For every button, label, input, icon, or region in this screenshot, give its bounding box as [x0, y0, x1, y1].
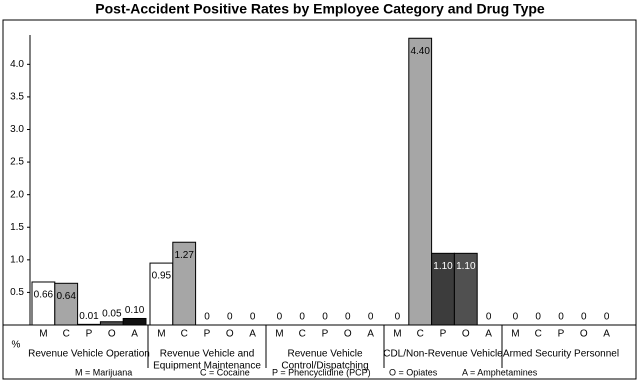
bar — [77, 323, 101, 326]
x-tick-label: C — [299, 329, 306, 340]
x-tick-label: P — [322, 329, 329, 340]
x-tick-label: C — [181, 329, 188, 340]
bar — [408, 37, 433, 326]
value-label: 0 — [204, 312, 210, 323]
x-tick-label: A — [367, 329, 374, 340]
category-label: Revenue Vehicle Operation — [28, 349, 150, 360]
value-label: 1.10 — [433, 261, 453, 272]
x-tick-label: C — [63, 329, 70, 340]
value-label: 0 — [558, 312, 564, 323]
value-label: 0 — [368, 312, 374, 323]
y-tick-label: 1.5 — [10, 222, 24, 233]
x-tick-label: M — [393, 329, 401, 340]
value-label: 1.10 — [456, 261, 476, 272]
x-tick-label: M — [39, 329, 47, 340]
category-label: Revenue Vehicle — [287, 349, 362, 360]
value-label: 0 — [299, 312, 305, 323]
value-label: 0 — [581, 312, 587, 323]
legend-entry: C = Cocaine — [200, 367, 250, 377]
value-label: 0 — [250, 312, 256, 323]
category-label: Control/Dispatching — [281, 361, 368, 372]
value-label: 0.01 — [79, 311, 99, 322]
value-label: 0.05 — [102, 308, 122, 319]
category-label: Armed Security Personnel — [503, 349, 619, 360]
x-tick-label: A — [603, 329, 610, 340]
value-label: 0.66 — [34, 290, 54, 301]
y-tick-label: 0.5 — [10, 287, 24, 298]
x-tick-label: M — [157, 329, 165, 340]
value-label: 0 — [395, 312, 401, 323]
x-tick-label: M — [511, 329, 519, 340]
y-tick-label: 2.0 — [10, 189, 24, 200]
bar — [453, 252, 478, 326]
y-tick-label: 2.5 — [10, 157, 24, 168]
x-tick-label: C — [417, 329, 424, 340]
y-axis-label: % — [12, 340, 21, 351]
value-label: 0 — [535, 312, 541, 323]
y-tick-label: 1.0 — [10, 254, 24, 265]
value-label: 0 — [227, 312, 233, 323]
legend-entry: A = Amphetamines — [462, 367, 538, 377]
bar — [31, 281, 56, 326]
value-label: 1.27 — [174, 250, 194, 261]
category-label: CDL/Non-Revenue Vehicle — [383, 349, 503, 360]
value-label: 0.64 — [56, 291, 76, 302]
bar — [122, 317, 147, 326]
value-label: 0 — [513, 312, 519, 323]
bar — [172, 241, 197, 326]
bar — [99, 321, 124, 326]
legend-entry: P = Phencyclidine (PCP) — [272, 367, 371, 377]
value-label: 0.10 — [125, 305, 145, 316]
legend-entry: M = Marijuana — [75, 367, 132, 377]
x-tick-label: M — [275, 329, 283, 340]
x-tick-label: O — [108, 329, 116, 340]
value-label: 0 — [277, 312, 283, 323]
category-label: Revenue Vehicle and — [160, 349, 255, 360]
x-tick-label: O — [226, 329, 234, 340]
y-tick-label: 4.0 — [10, 59, 24, 70]
category-label: Equipment Maintenance — [153, 361, 261, 372]
value-label: 0 — [486, 312, 492, 323]
x-tick-label: O — [580, 329, 588, 340]
x-tick-label: P — [86, 329, 93, 340]
legend-entry: O = Opiates — [389, 367, 438, 377]
y-tick-label: 3.0 — [10, 124, 24, 135]
x-tick-label: C — [535, 329, 542, 340]
x-tick-label: A — [131, 329, 138, 340]
x-tick-label: A — [485, 329, 492, 340]
x-tick-label: O — [344, 329, 352, 340]
x-tick-label: A — [249, 329, 256, 340]
value-label: 0.95 — [152, 271, 172, 282]
bar — [54, 282, 79, 326]
x-tick-label: P — [440, 329, 447, 340]
value-label: 0 — [345, 312, 351, 323]
value-label: 0 — [604, 312, 610, 323]
value-label: 0 — [322, 312, 328, 323]
x-tick-label: P — [558, 329, 565, 340]
value-label: 4.40 — [410, 46, 430, 57]
chart-title: Post-Accident Positive Rates by Employee… — [95, 1, 545, 17]
y-tick-label: 3.5 — [10, 92, 24, 103]
x-tick-label: P — [204, 329, 211, 340]
x-tick-label: O — [462, 329, 470, 340]
chart-frame — [2, 19, 637, 380]
